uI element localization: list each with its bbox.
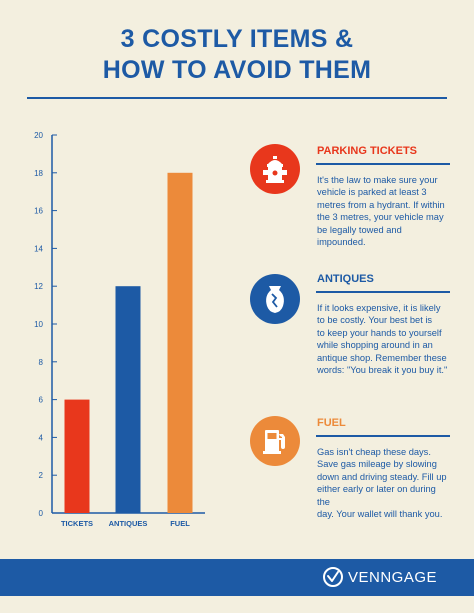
item-fuel: FUEL Gas isn't cheap these days. Save ga… [250, 416, 450, 519]
y-tick-label: 16 [34, 207, 43, 216]
y-tick-label: 10 [34, 320, 43, 329]
fuel-pump-icon [250, 416, 300, 466]
title-line-1: 3 COSTLY ITEMS & [120, 25, 354, 53]
y-tick-label: 6 [39, 396, 44, 405]
y-tick-label: 0 [39, 509, 44, 518]
x-tick-label: TICKETS [61, 519, 93, 528]
y-tick-label: 4 [39, 433, 44, 442]
bars [64, 172, 193, 514]
y-tick-label: 14 [34, 244, 43, 253]
title-divider [27, 97, 447, 99]
brand-name[interactable]: VENNGAGE [348, 569, 438, 586]
item-antiques: ANTIQUES If it looks expensive, it is li… [250, 272, 450, 382]
venngage-logo-icon[interactable] [322, 566, 344, 588]
item-description: If it looks expensive, it is likely to b… [317, 303, 448, 376]
item-description: It's the law to make sure your vehicle i… [317, 175, 445, 248]
item-divider [316, 163, 450, 165]
footer-bar: VENNGAGE [0, 559, 474, 596]
x-tick-label: FUEL [170, 519, 190, 528]
title-line-2: HOW TO AVOID THEM [102, 56, 372, 84]
bar-tickets [64, 399, 90, 513]
y-tick-label: 12 [34, 282, 43, 291]
item-divider [316, 291, 450, 293]
x-axis-labels: TICKETS ANTIQUES FUEL [61, 519, 190, 528]
x-tick-label: ANTIQUES [109, 519, 148, 528]
bar-fuel [167, 172, 193, 514]
bar-chart: 0 2 4 6 8 10 12 14 16 18 20 TICKETS ANTIQUES FUEL [34, 131, 205, 528]
item-title: FUEL [317, 417, 346, 429]
y-tick-label: 8 [39, 358, 44, 367]
item-title: PARKING TICKETS [317, 145, 418, 157]
item-divider [316, 435, 450, 437]
fire-hydrant-icon [250, 144, 300, 194]
item-description: Gas isn't cheap these days. Save gas mil… [317, 447, 447, 520]
item-parking-tickets: PARKING TICKETS It's the law to make sur… [250, 144, 450, 247]
broken-vase-icon [250, 274, 300, 324]
y-tick-label: 20 [34, 131, 43, 140]
page-title: 3 COSTLY ITEMS & HOW TO AVOID THEM [0, 24, 474, 86]
bar-antiques [115, 286, 141, 513]
y-tick-label: 18 [34, 169, 43, 178]
y-tick-label: 2 [39, 471, 44, 480]
item-title: ANTIQUES [317, 273, 374, 285]
